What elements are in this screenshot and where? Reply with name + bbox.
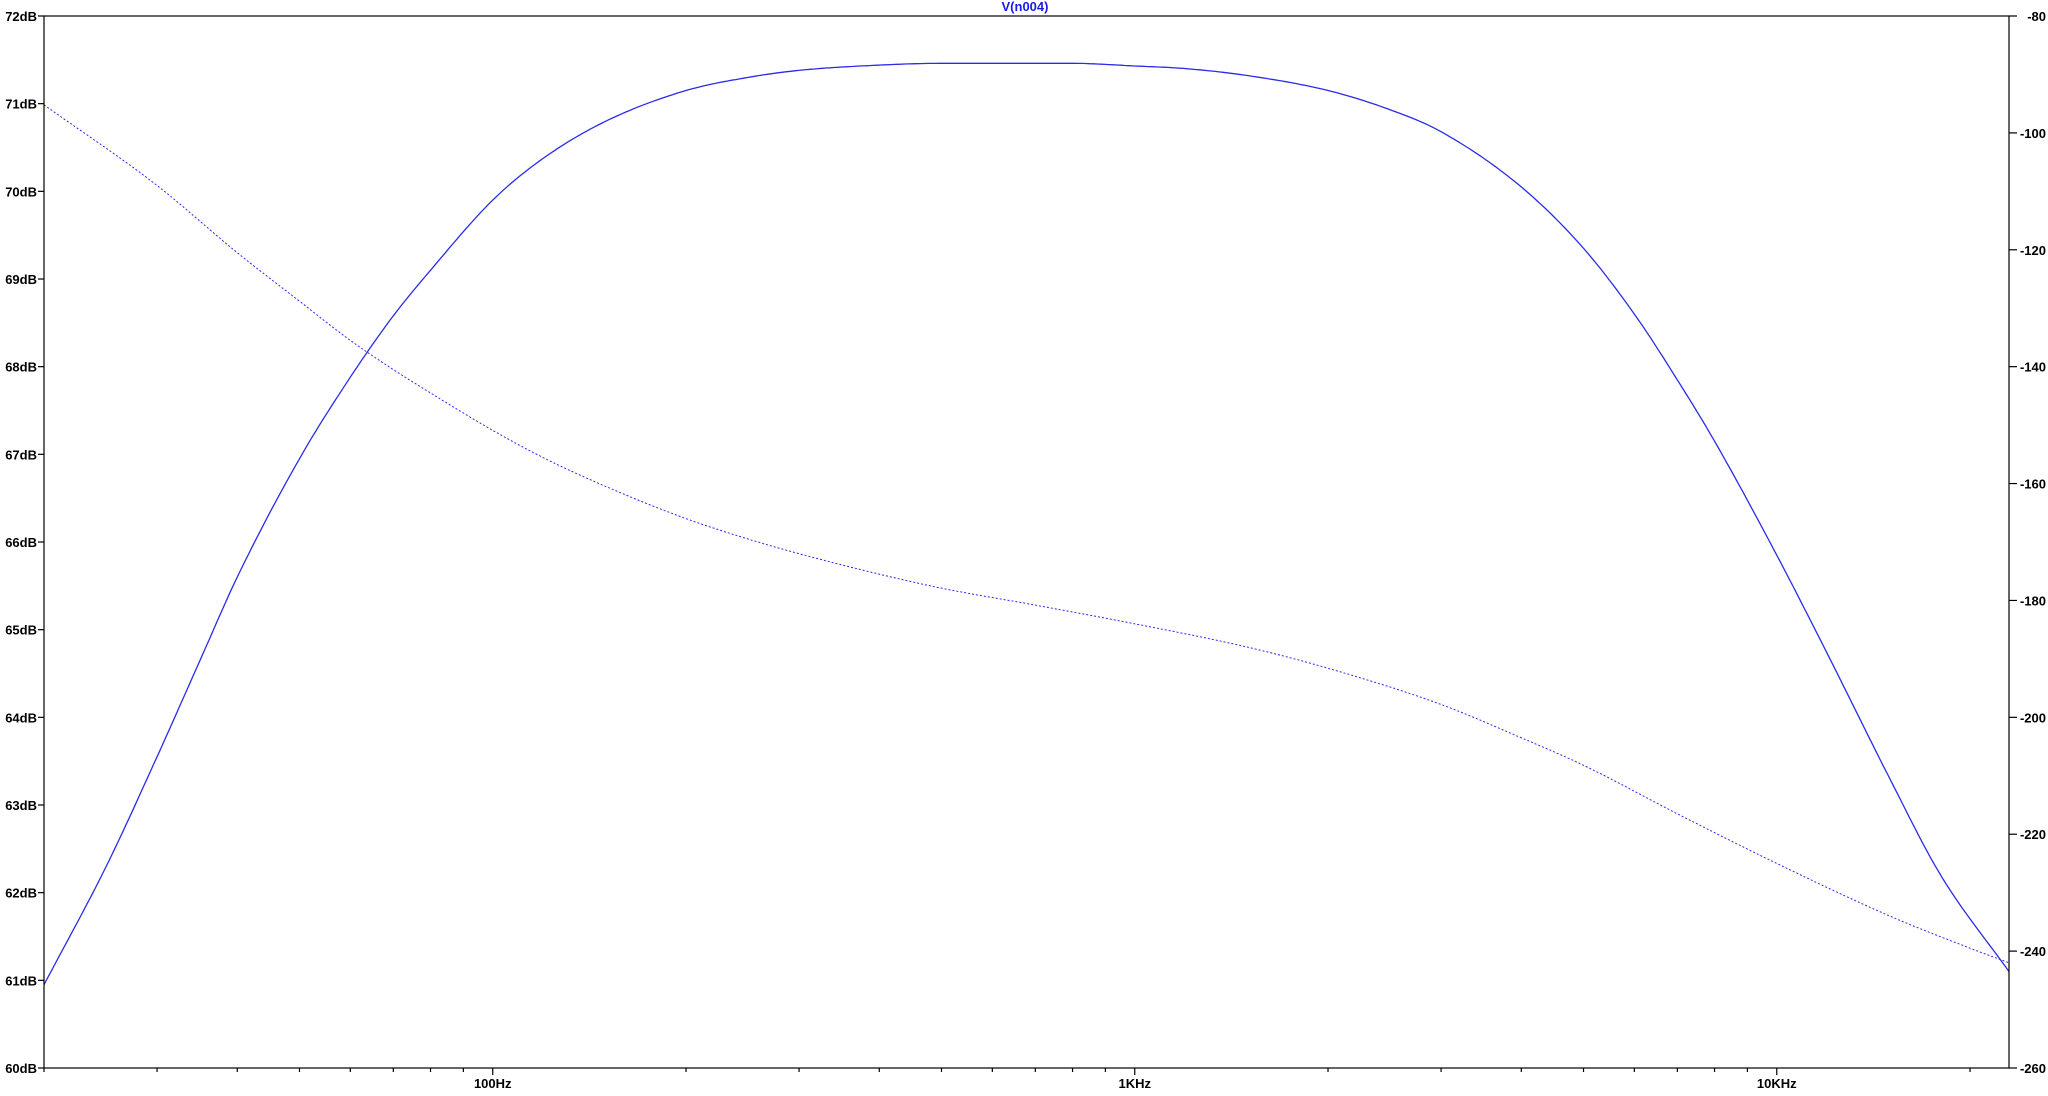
left-tick-label: 63dB	[5, 798, 37, 813]
series-layer	[43, 62, 2010, 986]
trace-label[interactable]: V(n004)	[1002, 0, 1049, 14]
phase-trace[interactable]	[43, 104, 2010, 964]
left-tick-label: 72dB	[5, 9, 37, 24]
bottom-axis-ticks: 100Hz 1KHz 10KHz	[43, 1068, 1971, 1091]
left-tick-label: 61dB	[5, 973, 37, 988]
right-tick-label: -140	[2020, 360, 2046, 375]
right-tick-label: -220	[2020, 827, 2046, 842]
bottom-tick-label: 1KHz	[1118, 1076, 1151, 1091]
right-tick-label: -240	[2020, 944, 2046, 959]
bottom-tick-label: 10KHz	[1757, 1076, 1797, 1091]
right-tick-label: -260	[2020, 1061, 2046, 1076]
left-tick-label: 60dB	[5, 1061, 37, 1076]
left-tick-label: 70dB	[5, 184, 37, 199]
right-axis-ticks: -80 -100 -120 -140 -160 -180 -200 -220 -240 -260	[2009, 9, 2046, 1076]
left-tick-label: 68dB	[5, 360, 37, 375]
magnitude-trace[interactable]	[43, 62, 2010, 986]
right-tick-label: -80	[2027, 9, 2046, 24]
right-tick-label: -200	[2020, 710, 2046, 725]
left-tick-label: 65dB	[5, 623, 37, 638]
left-tick-label: 66dB	[5, 535, 37, 550]
right-tick-label: -100	[2020, 126, 2046, 141]
right-tick-label: -160	[2020, 477, 2046, 492]
bottom-tick-label: 100Hz	[474, 1076, 512, 1091]
left-tick-label: 67dB	[5, 447, 37, 462]
left-tick-label: 71dB	[5, 97, 37, 112]
left-axis-ticks: 72dB 71dB 70dB 69dB 68dB 67dB 66dB 65dB 64dB 63dB…	[5, 9, 44, 1076]
left-tick-label: 69dB	[5, 272, 37, 287]
right-tick-label: -180	[2020, 593, 2046, 608]
left-tick-label: 64dB	[5, 710, 37, 725]
left-tick-label: 62dB	[5, 886, 37, 901]
right-tick-label: -120	[2020, 243, 2046, 258]
